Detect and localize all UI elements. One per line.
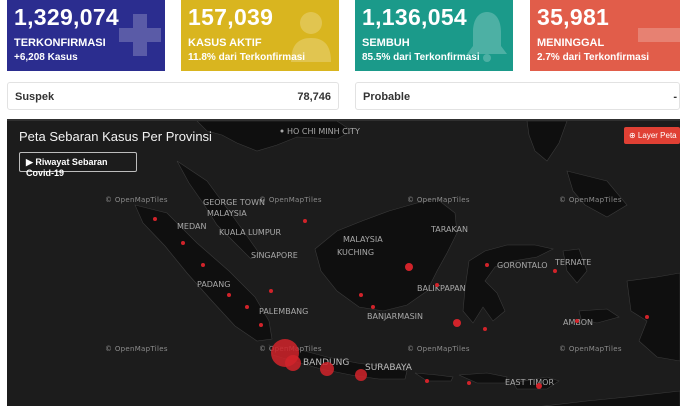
label-ternate: TERNATE [554, 258, 591, 267]
active-label: KASUS AKTIF [188, 37, 262, 49]
probable-row: Probable - [355, 82, 680, 110]
bubble-central-java[interactable] [320, 362, 334, 376]
confirmed-sub: +6,208 Kasus [14, 52, 78, 63]
province-case-map[interactable]: © OpenMapTiles © OpenMapTiles © OpenMapT… [7, 119, 680, 406]
bubble-east-nusa[interactable] [536, 383, 542, 389]
suspek-label: Suspek [15, 91, 55, 103]
label-malaysia-west: MALAYSIA [207, 209, 247, 218]
bubble-east-java[interactable] [355, 369, 367, 381]
label-malaysia-east: MALAYSIA [343, 235, 383, 244]
card-deaths: 35,981 MENINGGAL 2.7% dari Terkonfirmasi [530, 0, 680, 71]
land-borneo [314, 198, 458, 312]
label-kuching: KUCHING [337, 248, 374, 257]
deaths-sub: 2.7% dari Terkonfirmasi [537, 52, 650, 63]
bubble-south-sulawesi[interactable] [453, 319, 461, 327]
doctor-icon [291, 12, 331, 62]
map-title: Peta Sebaran Kasus Per Provinsi [19, 129, 212, 144]
bubble-kalimantan-east[interactable] [405, 263, 413, 271]
deaths-value: 35,981 [537, 4, 610, 30]
land-indochina [196, 121, 353, 152]
land-papua [626, 272, 680, 362]
card-recovered: 1,136,054 SEMBUH 85.5% dari Terkonfirmas… [355, 0, 513, 71]
bell-icon [467, 12, 507, 62]
history-button[interactable]: ▶ Riwayat Sebaran Covid-19 [19, 152, 137, 178]
label-surabaya: SURABAYA [365, 363, 413, 373]
recovered-value: 1,136,054 [362, 4, 468, 30]
attribution-4: © OpenMapTiles [559, 196, 622, 204]
land-sulawesi [462, 244, 554, 324]
label-east-timor: EAST TIMOR [505, 378, 554, 387]
recovered-sub: 85.5% dari Terkonfirmasi [362, 52, 480, 63]
label-medan: MEDAN [177, 222, 206, 231]
suspek-row: Suspek 78,746 [7, 82, 339, 110]
label-singapore: SINGAPORE [251, 251, 298, 260]
map-canvas[interactable]: © OpenMapTiles © OpenMapTiles © OpenMapT… [7, 121, 680, 406]
active-value: 157,039 [188, 4, 274, 30]
suspek-value: 78,746 [297, 91, 331, 103]
label-kuala-lumpur: KUALA LUMPUR [219, 228, 282, 237]
recovered-label: SEMBUH [362, 37, 410, 49]
probable-value: - [673, 91, 677, 103]
label-gorontalo: GORONTALO [497, 261, 548, 270]
label-tarakan: TARAKAN [430, 225, 468, 234]
label-balikpapan: BALIKPAPAN [417, 284, 466, 293]
confirmed-label: TERKONFIRMASI [14, 37, 106, 49]
land-malay-peninsula [176, 160, 260, 260]
label-banjarmasin: BANJARMASIN [367, 312, 423, 321]
label-ho-chi-minh: HO CHI MINH CITY [287, 127, 360, 136]
probable-label: Probable [363, 91, 411, 103]
deaths-label: MENINGGAL [537, 37, 605, 49]
attribution-8: © OpenMapTiles [559, 345, 622, 353]
attribution-1: © OpenMapTiles [105, 196, 168, 204]
confirmed-value: 1,329,074 [14, 4, 120, 30]
card-confirmed: 1,329,074 TERKONFIRMASI +6,208 Kasus [7, 0, 165, 71]
attribution-3: © OpenMapTiles [407, 196, 470, 204]
label-george-town: GEORGE TOWN [203, 198, 265, 207]
minus-icon [638, 28, 680, 42]
attribution-5: © OpenMapTiles [105, 345, 168, 353]
bubble-west-java[interactable] [285, 355, 301, 371]
plus-cross-icon [119, 14, 161, 56]
card-active: 157,039 KASUS AKTIF 11.8% dari Terkonfir… [181, 0, 339, 71]
attribution-2: © OpenMapTiles [259, 196, 322, 204]
land-sumatra [134, 204, 273, 342]
label-padang: PADANG [197, 280, 230, 289]
label-palembang: PALEMBANG [259, 307, 308, 316]
active-sub: 11.8% dari Terkonfirmasi [188, 52, 306, 63]
attribution-7: © OpenMapTiles [407, 345, 470, 353]
layer-button[interactable]: ⊕ Layer Peta [624, 127, 680, 144]
